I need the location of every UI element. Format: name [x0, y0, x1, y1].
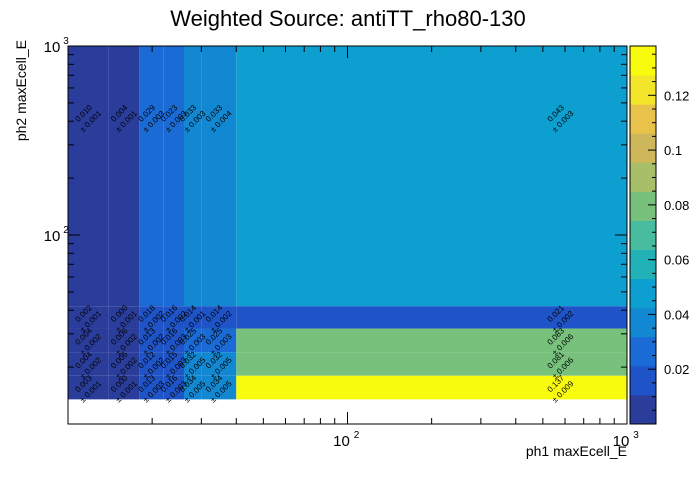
heatmap-cell — [108, 328, 140, 353]
heatmap-cell — [236, 306, 628, 329]
heatmap-cell — [139, 306, 164, 329]
colorbar-tick-label: 0.02 — [664, 362, 689, 377]
heatmap-cell — [201, 375, 237, 400]
heatmap-cell — [201, 352, 237, 376]
heatmap-cell — [183, 328, 202, 353]
heatmap-cell — [68, 352, 109, 376]
heatmap-cell — [68, 46, 109, 307]
heatmap-cell — [139, 375, 164, 400]
x-tick-label: 10 — [333, 433, 350, 450]
chart-title: Weighted Source: antiTT_rho80-130 — [170, 6, 525, 31]
heatmap-cell — [163, 306, 184, 329]
heatmap-cell — [139, 352, 164, 376]
y-tick-label: 10 — [44, 228, 61, 245]
colorbar-swatch — [630, 133, 656, 163]
heatmap-cell — [236, 46, 628, 307]
heatmap-cell — [183, 46, 202, 307]
colorbar-swatch — [630, 75, 656, 105]
axis-ticks: 10 2 10 310 210 3 — [44, 36, 640, 450]
heatmap-cell — [236, 375, 628, 400]
heatmap-cell — [163, 328, 184, 353]
heatmap-cell — [139, 46, 164, 307]
colorbar-frame — [629, 45, 657, 425]
heatmap-cell — [108, 375, 140, 400]
heatmap-cell — [68, 375, 109, 400]
colorbar-swatch — [630, 307, 656, 338]
heatmap-cell — [163, 352, 184, 376]
heatmap-cells — [68, 46, 628, 400]
colorbar-swatch — [630, 249, 656, 280]
heatmap-cell — [236, 352, 628, 376]
heatmap-cell — [163, 375, 184, 400]
colorbar-swatch — [630, 104, 656, 134]
colorbar-swatch — [630, 278, 656, 309]
heatmap-cell — [201, 46, 237, 307]
colorbar-tick-label: 0.12 — [664, 88, 689, 103]
colorbar-swatch — [630, 394, 656, 425]
colorbar-tick-label: 0.08 — [664, 198, 689, 213]
heatmap-cell — [139, 328, 164, 353]
x-axis-label: ph1 maxEcell_E — [526, 443, 627, 459]
x-tick-label-exponent: 3 — [633, 430, 639, 441]
heatmap-cell — [108, 306, 140, 329]
colorbar-tick-label: 0.06 — [664, 253, 689, 268]
colorbar-swatch — [630, 46, 656, 76]
heatmap-cell — [183, 375, 202, 400]
colorbar-swatch — [630, 336, 656, 367]
heatmap-cell — [201, 306, 237, 329]
x-tick-label: 10 — [613, 433, 630, 450]
y-tick-label-exponent: 2 — [63, 225, 69, 236]
colorbar-swatch — [630, 191, 656, 221]
colorbar-tick-label: 0.04 — [664, 307, 689, 322]
heatmap-cell — [108, 46, 140, 307]
heatmap-cell — [236, 328, 628, 353]
colorbar-swatch — [630, 162, 656, 192]
heatmap-cell — [68, 306, 109, 329]
y-tick-label-exponent: 3 — [63, 36, 69, 47]
colorbar-swatch — [630, 365, 656, 396]
heatmap-cell — [201, 328, 237, 353]
y-tick-label: 10 — [44, 39, 61, 56]
colorbar-tick-label: 0.1 — [664, 143, 682, 158]
colorbar-swatch — [630, 220, 656, 251]
heatmap-cell — [108, 352, 140, 376]
color-scale-legend: 0.02 0.04 0.06 0.08 0.1 0.12 — [629, 45, 689, 425]
heatmap-cell — [183, 306, 202, 329]
heatmap-cell — [163, 46, 184, 307]
x-tick-label-exponent: 2 — [354, 430, 360, 441]
heatmap-cell — [68, 328, 109, 353]
heatmap-cell — [183, 352, 202, 376]
y-axis-label: ph2 maxEcell_E — [13, 40, 29, 141]
